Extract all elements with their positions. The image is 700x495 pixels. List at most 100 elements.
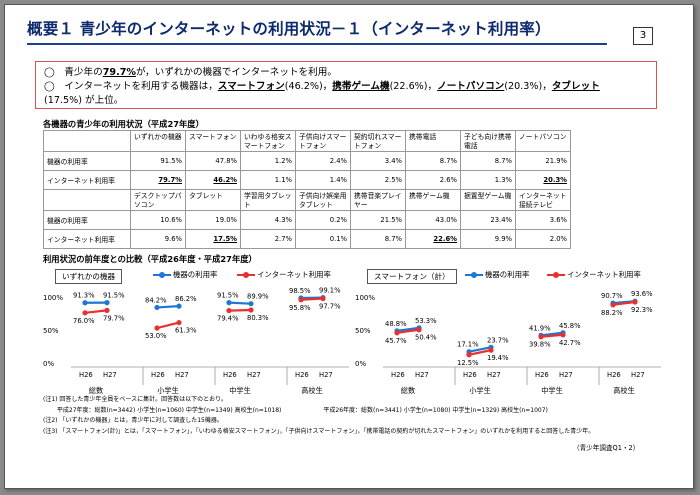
group-label: 総数 xyxy=(89,386,103,395)
y-tick-label: 50% xyxy=(43,327,59,335)
table-cell: 21.5% xyxy=(350,210,406,230)
table-cell: 22.6% xyxy=(405,229,461,249)
data-label: 92.3% xyxy=(631,306,653,314)
summary-box: ◯ 青少年の79.7%が，いずれかの機器でインターネットを利用。 ◯ インターネ… xyxy=(35,61,657,109)
x-tick-label: H26 xyxy=(535,371,549,379)
row-label: インターネット利用率 xyxy=(43,170,131,190)
x-tick-label: H27 xyxy=(103,371,117,379)
data-point xyxy=(538,334,544,340)
series-line xyxy=(156,305,180,309)
y-tick-label: 0% xyxy=(355,360,366,368)
data-point xyxy=(82,310,88,316)
data-point xyxy=(320,295,326,302)
table-cell: 79.7% xyxy=(130,170,186,190)
data-label: 97.7% xyxy=(319,303,341,311)
data-label: 42.7% xyxy=(559,339,581,347)
data-label: 39.8% xyxy=(529,341,551,349)
data-point xyxy=(176,319,182,326)
table-cell: 2.4% xyxy=(295,151,351,171)
group-label: 中学生 xyxy=(541,386,563,395)
table-cell: 19.0% xyxy=(185,210,241,230)
table-cell: 2.0% xyxy=(515,229,571,249)
data-label: 76.0% xyxy=(73,317,95,325)
table-header-cell: 携帯音楽プレイヤー xyxy=(350,189,406,211)
legend-label: インターネット利用率 xyxy=(257,270,331,279)
table-row: インターネット利用率 9.6% 17.5% 2.7% 0.1% 8.7% 22.… xyxy=(43,229,571,249)
table-header-cell: インターネット接続テレビ xyxy=(515,189,571,211)
chart-any-device: 100%50%0%91.3% 91.5%76.0% 79.7%H26 H27総数84.… xyxy=(43,287,349,395)
data-label: 91.5% xyxy=(103,292,125,300)
chart-title: スマートフォン（計） xyxy=(367,269,457,284)
table-cell: 3.6% xyxy=(515,210,571,230)
x-tick-label: H27 xyxy=(415,371,429,379)
legend-item-usage: 機器の利用率 xyxy=(153,269,217,280)
data-label: 86.2% xyxy=(175,295,197,303)
table-cell: 8.7% xyxy=(405,151,461,171)
table-cell: 4.3% xyxy=(240,210,296,230)
note-line: (注1) 回答した青少年全員をベースに集計。回答数は以下のとおり。 xyxy=(43,396,227,403)
table-header-row: いずれかの機器 スマートフォン いわゆる格安スマートフォン 子供向けスマートフォ… xyxy=(43,130,571,152)
series-line xyxy=(228,301,252,305)
data-label: 23.7% xyxy=(487,336,509,344)
data-label: 41.9% xyxy=(529,324,551,332)
table-cell: 43.0% xyxy=(405,210,461,230)
slide: 概要１ 青少年のインターネットの利用状況－１（インターネット利用率） 3 ◯ 青… xyxy=(4,4,694,489)
summary-device: タブレット xyxy=(551,81,600,92)
table-header-cell: いわゆる格安スマートフォン xyxy=(240,130,296,152)
x-tick-label: H27 xyxy=(175,371,189,379)
data-label: 95.8% xyxy=(289,304,311,312)
data-point xyxy=(610,302,616,308)
series-line xyxy=(396,326,420,332)
group-label: 小学生 xyxy=(157,386,179,395)
series-line xyxy=(468,349,492,356)
series-line xyxy=(228,308,252,312)
title-divider xyxy=(27,43,607,45)
x-tick-label: H27 xyxy=(247,371,261,379)
data-point xyxy=(248,301,254,307)
comparison-title: 利用状況の前年度との比較（平成26年度・平成27年度） xyxy=(43,254,257,264)
y-tick-label: 50% xyxy=(355,327,371,335)
x-tick-label: H26 xyxy=(295,371,309,379)
legend-label: 機器の利用率 xyxy=(173,270,218,279)
table-cell: 3.4% xyxy=(350,151,406,171)
table-cell: 17.5% xyxy=(185,229,241,249)
table-cell: 8.7% xyxy=(460,151,516,171)
row-label: 機器の利用率 xyxy=(43,210,131,230)
summary-value: (22.6%)， xyxy=(389,81,438,92)
legend-item-internet: インターネット利用率 xyxy=(237,269,331,280)
series-line xyxy=(468,346,492,353)
series-line xyxy=(540,333,564,338)
summary-text: ◯ インターネットを利用する機器は， xyxy=(44,81,218,92)
chart-title: いずれかの機器 xyxy=(55,269,123,284)
data-label: 45.8% xyxy=(559,322,581,330)
legend-item-usage: 機器の利用率 xyxy=(465,269,529,280)
table-header-cell: 携帯ゲーム機 xyxy=(405,189,461,211)
summary-text: (17.5%) が上位。 xyxy=(44,95,124,106)
series-line xyxy=(156,321,180,330)
series-line xyxy=(540,331,564,337)
data-point xyxy=(394,330,400,336)
table-header-cell: いずれかの機器 xyxy=(130,130,186,152)
table-cell: 46.2% xyxy=(185,170,241,190)
x-tick-label: H26 xyxy=(79,371,93,379)
data-label: 53.0% xyxy=(145,332,167,340)
data-point xyxy=(632,299,638,305)
page-number: 3 xyxy=(633,27,653,45)
table-header-cell: 子ども向け携帯電話 xyxy=(460,130,516,152)
data-point xyxy=(466,352,472,358)
data-label: 93.6% xyxy=(631,290,653,298)
table-cell: 9.6% xyxy=(130,229,186,249)
data-label: 98.5% xyxy=(289,287,311,295)
table-corner xyxy=(43,189,131,211)
data-label: 89.9% xyxy=(247,293,269,301)
data-label: 88.2% xyxy=(601,309,623,317)
table-header-cell: タブレット xyxy=(185,189,241,211)
table-header-cell: 据置型ゲーム機 xyxy=(460,189,516,211)
summary-text: ◯ 青少年の xyxy=(44,67,103,78)
series-line xyxy=(84,309,108,314)
page-title: 概要１ 青少年のインターネットの利用状況－１（インターネット利用率） xyxy=(27,20,551,38)
x-tick-label: H26 xyxy=(391,371,405,379)
group-label: 総数 xyxy=(401,386,415,395)
note-line: 平成27年度：総数(n=3442) 小学生(n=1060) 中学生(n=1349… xyxy=(43,406,548,414)
summary-device: スマートフォン xyxy=(217,81,285,92)
